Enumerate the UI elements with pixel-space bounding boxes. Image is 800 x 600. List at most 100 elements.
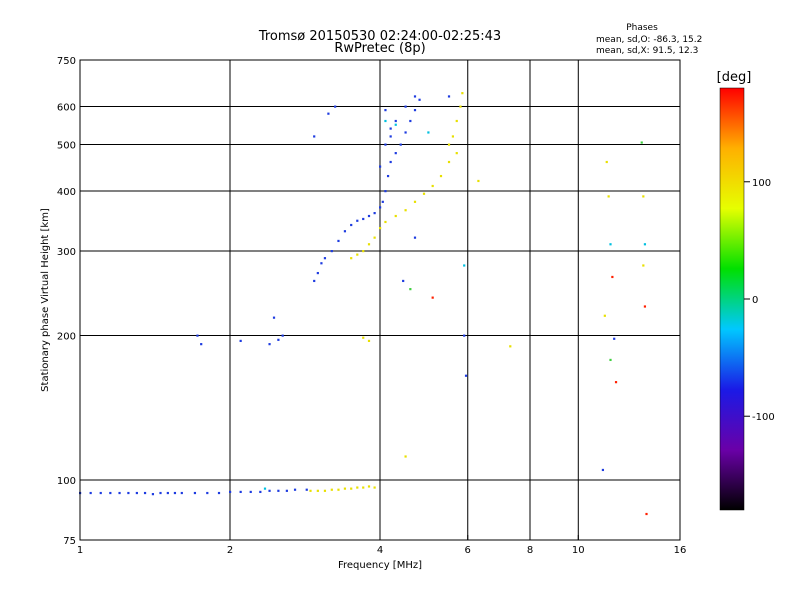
data-point: [350, 223, 353, 227]
data-point: [367, 339, 371, 343]
colorbar-tick-label: 100: [752, 178, 771, 189]
data-point: [196, 334, 199, 337]
data-point: [367, 214, 371, 218]
data-point: [399, 143, 402, 146]
data-point: [404, 105, 407, 108]
data-point: [477, 179, 480, 183]
y-tick-label: 600: [57, 103, 76, 114]
data-point: [127, 491, 130, 495]
data-point: [384, 190, 387, 193]
data-point: [316, 271, 319, 275]
data-point: [268, 489, 271, 492]
data-point: [89, 491, 92, 495]
x-tick-label: 8: [527, 545, 533, 556]
y-tick-label: 400: [57, 187, 76, 198]
data-point: [309, 489, 312, 492]
data-point: [200, 343, 203, 346]
data-point: [384, 109, 387, 112]
data-point: [249, 490, 252, 494]
data-point: [464, 374, 468, 377]
data-point: [386, 174, 390, 178]
data-point: [381, 200, 384, 203]
data-point: [605, 160, 608, 164]
data-point: [431, 296, 434, 299]
data-point: [330, 488, 333, 491]
data-point: [323, 257, 327, 260]
x-tick-label: 4: [377, 545, 383, 556]
data-point: [323, 489, 327, 492]
data-point: [109, 491, 112, 495]
data-point: [463, 264, 466, 267]
data-point: [404, 455, 407, 458]
data-point: [394, 119, 397, 123]
colorbar-tick-label: -100: [752, 412, 775, 423]
data-point: [409, 119, 412, 123]
data-point: [607, 195, 610, 198]
y-tick-label: 75: [63, 536, 76, 547]
data-point: [320, 262, 323, 265]
data-point: [609, 358, 612, 362]
y-axis-label: Stationary phase Virtual Height [km]: [40, 208, 51, 392]
data-point: [643, 305, 647, 308]
data-point: [159, 491, 162, 495]
data-point: [362, 217, 365, 221]
data-point: [193, 491, 197, 495]
data-point: [337, 488, 340, 491]
x-tick-label: 2: [227, 545, 233, 556]
data-point: [447, 95, 451, 98]
data-point: [643, 243, 647, 246]
data-point: [356, 486, 359, 489]
data-point: [343, 487, 347, 490]
data-point: [337, 239, 340, 243]
x-tick-labels: 1 2 4 6 8 10 16: [77, 535, 687, 556]
data-point: [379, 227, 382, 230]
phase-box-line-o: mean, sd,O: -86.3, 15.2: [596, 35, 702, 45]
data-point: [455, 119, 458, 123]
data-point: [459, 105, 462, 108]
data-point: [327, 112, 330, 115]
data-point: [439, 174, 443, 178]
data-point: [394, 214, 397, 218]
data-point: [402, 279, 405, 283]
data-point: [143, 491, 147, 495]
data-point: [394, 123, 397, 126]
data-point: [316, 489, 319, 492]
data-point: [356, 253, 359, 256]
chart-subtitle: RwPretec (8p): [334, 41, 425, 56]
data-point: [334, 105, 337, 108]
data-points-layer: [79, 92, 648, 516]
data-point: [206, 491, 209, 495]
data-point: [431, 184, 434, 188]
x-tick-label: 16: [674, 545, 687, 556]
data-point: [394, 152, 397, 155]
data-point: [509, 345, 512, 348]
data-point: [447, 143, 451, 146]
data-point: [277, 338, 280, 341]
data-point: [611, 275, 614, 279]
data-point: [601, 468, 605, 472]
data-point: [217, 491, 221, 495]
data-point: [463, 334, 466, 337]
data-point: [379, 206, 382, 209]
data-point: [642, 264, 645, 267]
data-point: [293, 488, 297, 491]
data-point: [151, 493, 155, 496]
y-tick-label: 750: [57, 56, 76, 67]
data-point: [613, 337, 616, 340]
data-point: [413, 200, 417, 203]
data-point: [367, 243, 371, 246]
data-point: [427, 131, 430, 134]
phase-box-header: Phases: [626, 23, 658, 33]
data-point: [447, 160, 451, 164]
data-point: [239, 339, 242, 343]
y-tick-labels: 75 100 200 300 400 500 600 750: [57, 56, 76, 547]
data-point: [379, 165, 382, 168]
data-point: [285, 489, 288, 492]
data-point: [362, 250, 365, 253]
data-point: [263, 487, 267, 490]
grid-layer: [80, 60, 680, 540]
data-point: [642, 195, 645, 198]
data-point: [645, 512, 648, 516]
data-point: [313, 279, 316, 283]
data-point: [461, 92, 464, 95]
